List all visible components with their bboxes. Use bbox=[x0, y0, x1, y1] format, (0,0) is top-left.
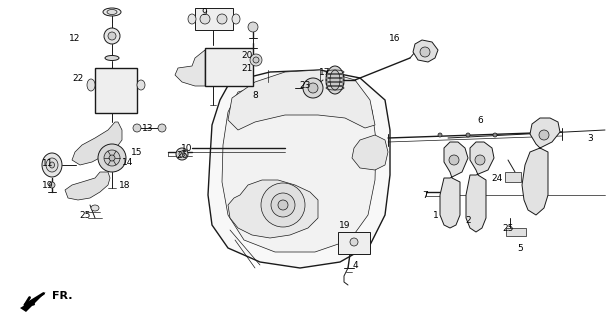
Circle shape bbox=[108, 32, 116, 40]
Text: 17: 17 bbox=[319, 68, 331, 76]
Polygon shape bbox=[222, 82, 376, 252]
Ellipse shape bbox=[107, 10, 117, 14]
Text: 11: 11 bbox=[42, 158, 54, 167]
Circle shape bbox=[271, 193, 295, 217]
Polygon shape bbox=[20, 292, 46, 312]
Circle shape bbox=[420, 47, 430, 57]
Polygon shape bbox=[228, 180, 318, 238]
Circle shape bbox=[449, 155, 459, 165]
Circle shape bbox=[253, 57, 259, 63]
Circle shape bbox=[104, 150, 120, 166]
Ellipse shape bbox=[46, 158, 58, 172]
Circle shape bbox=[248, 22, 258, 32]
Circle shape bbox=[539, 130, 549, 140]
FancyBboxPatch shape bbox=[195, 8, 233, 30]
Circle shape bbox=[104, 28, 120, 44]
Circle shape bbox=[466, 133, 470, 137]
Text: 9: 9 bbox=[201, 7, 207, 17]
Circle shape bbox=[250, 54, 262, 66]
FancyBboxPatch shape bbox=[205, 48, 253, 86]
Polygon shape bbox=[413, 40, 438, 62]
Text: 16: 16 bbox=[389, 34, 401, 43]
FancyBboxPatch shape bbox=[506, 228, 526, 236]
Ellipse shape bbox=[103, 8, 121, 16]
FancyBboxPatch shape bbox=[95, 68, 137, 113]
Polygon shape bbox=[72, 122, 122, 165]
Text: 10: 10 bbox=[181, 143, 193, 153]
Ellipse shape bbox=[87, 79, 95, 91]
Circle shape bbox=[109, 155, 115, 161]
FancyBboxPatch shape bbox=[505, 172, 521, 182]
Text: 19: 19 bbox=[340, 220, 351, 229]
Text: 13: 13 bbox=[142, 124, 154, 132]
Ellipse shape bbox=[188, 14, 196, 24]
Text: 24: 24 bbox=[491, 173, 503, 182]
Text: 20: 20 bbox=[241, 51, 253, 60]
Text: 3: 3 bbox=[587, 133, 593, 142]
Text: 8: 8 bbox=[252, 91, 258, 100]
Text: 2: 2 bbox=[465, 215, 471, 225]
Circle shape bbox=[217, 14, 227, 24]
Text: 5: 5 bbox=[517, 244, 523, 252]
Text: 23: 23 bbox=[299, 81, 311, 90]
Text: 19: 19 bbox=[42, 180, 54, 189]
Ellipse shape bbox=[50, 162, 55, 168]
Circle shape bbox=[158, 124, 166, 132]
Text: 22: 22 bbox=[72, 74, 84, 83]
Text: 7: 7 bbox=[422, 190, 428, 199]
Polygon shape bbox=[65, 172, 110, 200]
Circle shape bbox=[98, 144, 126, 172]
Circle shape bbox=[179, 151, 185, 157]
Text: 1: 1 bbox=[433, 211, 439, 220]
Circle shape bbox=[200, 14, 210, 24]
Text: 18: 18 bbox=[119, 180, 131, 189]
Text: 4: 4 bbox=[352, 260, 358, 269]
Ellipse shape bbox=[105, 55, 119, 60]
Text: 12: 12 bbox=[69, 34, 80, 43]
Circle shape bbox=[475, 155, 485, 165]
Circle shape bbox=[133, 124, 141, 132]
Text: 25: 25 bbox=[502, 223, 514, 233]
Circle shape bbox=[278, 200, 288, 210]
Text: 6: 6 bbox=[477, 116, 483, 124]
Circle shape bbox=[308, 83, 318, 93]
Circle shape bbox=[49, 182, 55, 188]
Text: 14: 14 bbox=[122, 157, 134, 166]
Polygon shape bbox=[175, 50, 205, 86]
Text: 15: 15 bbox=[131, 148, 142, 156]
Circle shape bbox=[438, 133, 442, 137]
Polygon shape bbox=[440, 142, 468, 228]
Ellipse shape bbox=[326, 66, 344, 94]
Polygon shape bbox=[352, 135, 388, 170]
Text: 25: 25 bbox=[79, 211, 91, 220]
Circle shape bbox=[493, 133, 497, 137]
Ellipse shape bbox=[91, 205, 99, 211]
Text: 21: 21 bbox=[241, 63, 253, 73]
Polygon shape bbox=[522, 118, 560, 215]
Polygon shape bbox=[466, 142, 494, 232]
Text: FR.: FR. bbox=[52, 291, 72, 301]
Polygon shape bbox=[228, 70, 375, 130]
Circle shape bbox=[303, 78, 323, 98]
Text: 26: 26 bbox=[176, 150, 188, 159]
Ellipse shape bbox=[330, 70, 340, 90]
Circle shape bbox=[176, 148, 188, 160]
Polygon shape bbox=[208, 70, 390, 268]
Circle shape bbox=[350, 238, 358, 246]
Circle shape bbox=[261, 183, 305, 227]
Ellipse shape bbox=[232, 14, 240, 24]
FancyBboxPatch shape bbox=[338, 232, 370, 254]
Ellipse shape bbox=[137, 80, 145, 90]
Ellipse shape bbox=[42, 153, 62, 177]
